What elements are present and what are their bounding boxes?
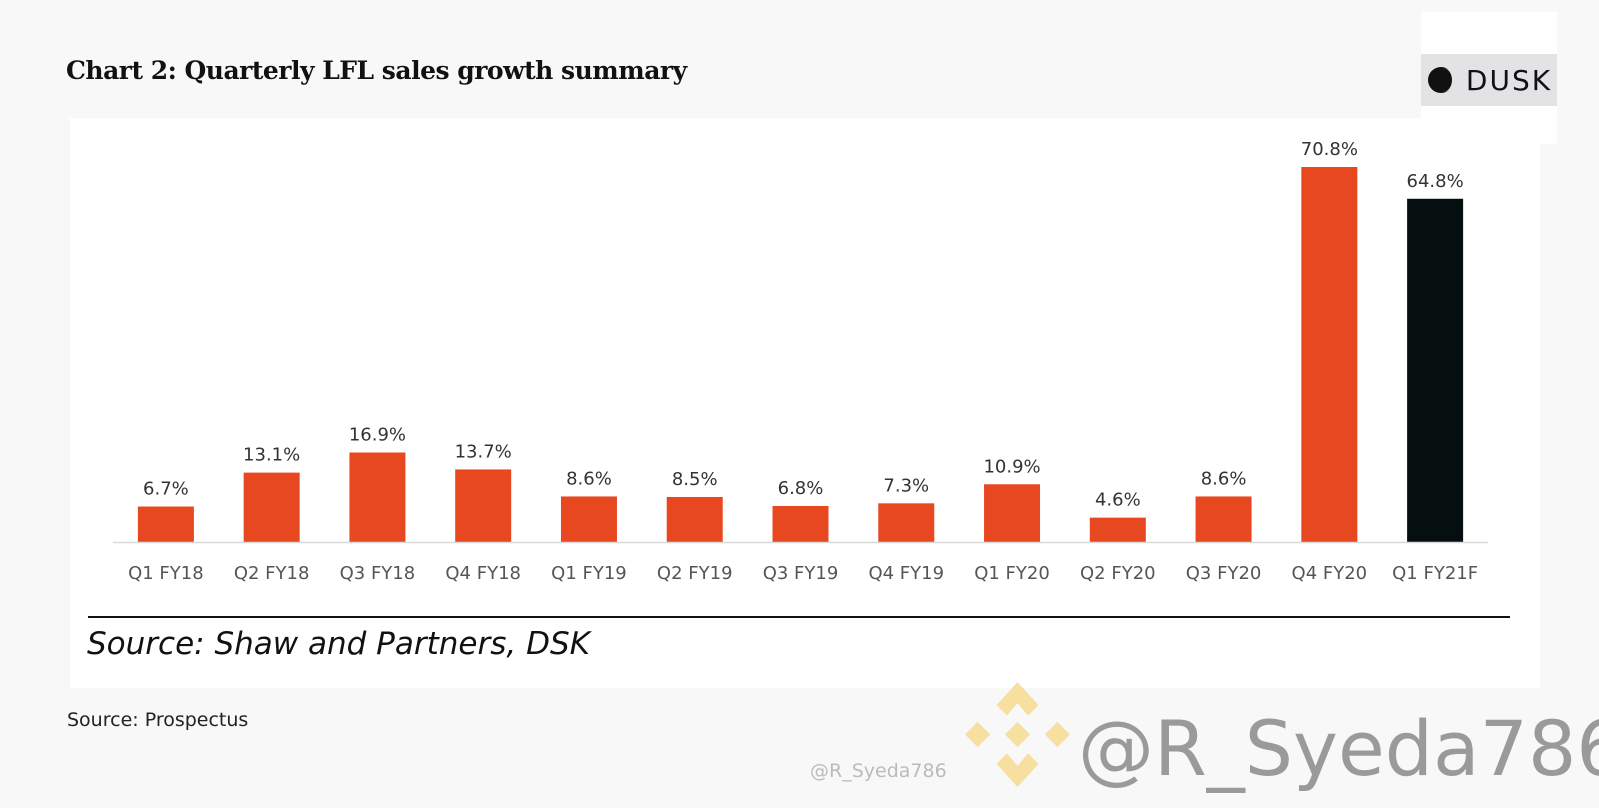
x-tick-label: Q2 FY18	[234, 563, 310, 584]
x-tick-label: Q1 FY20	[974, 563, 1050, 584]
data-label: 16.9%	[349, 424, 406, 445]
bar	[1301, 167, 1358, 542]
data-label: 6.7%	[143, 479, 189, 500]
x-tick-label: Q2 FY19	[657, 563, 733, 584]
x-tick-label: Q1 FY21F	[1392, 563, 1478, 584]
bar	[878, 503, 935, 542]
caption: Source: Prospectus	[67, 709, 249, 731]
data-label: 70.8%	[1301, 139, 1358, 160]
data-label: 8.6%	[1201, 468, 1247, 489]
bar	[984, 484, 1041, 542]
data-label: 6.8%	[778, 478, 824, 499]
chart-title: Chart 2: Quarterly LFL sales growth summ…	[66, 56, 687, 85]
watermark: @R_Syeda786	[1078, 704, 1599, 793]
x-tick-label: Q3 FY20	[1186, 563, 1262, 584]
bar	[1195, 496, 1252, 542]
x-tick-label: Q4 FY19	[868, 563, 944, 584]
watermark-small: @R_Syeda786	[810, 760, 947, 782]
x-tick-label: Q4 FY20	[1292, 563, 1368, 584]
chart-source: Source: Shaw and Partners, DSK	[87, 626, 590, 662]
bar	[1407, 198, 1464, 542]
data-label: 13.1%	[243, 445, 300, 466]
dusk-logo: DUSK	[1421, 54, 1557, 106]
half-moon-icon	[1427, 67, 1455, 93]
logo-text: DUSK	[1465, 63, 1553, 97]
x-tick-label: Q1 FY18	[128, 563, 204, 584]
x-tick-label: Q3 FY18	[340, 563, 416, 584]
data-label: 7.3%	[883, 475, 929, 496]
bar	[772, 505, 829, 542]
bar	[137, 506, 194, 542]
x-tick-label: Q3 FY19	[763, 563, 839, 584]
x-tick-label: Q2 FY20	[1080, 563, 1156, 584]
binance-diamond-icon	[965, 682, 1070, 787]
bar	[349, 452, 406, 542]
data-label: 8.5%	[672, 469, 718, 490]
x-tick-label: Q1 FY19	[551, 563, 627, 584]
chart-panel	[70, 118, 1540, 688]
data-label: 13.7%	[455, 441, 512, 462]
data-label: 4.6%	[1095, 490, 1141, 511]
bar	[243, 472, 300, 542]
bar	[560, 496, 617, 542]
bar	[666, 496, 723, 542]
bar	[455, 469, 512, 542]
data-label: 64.8%	[1407, 171, 1464, 192]
bar	[1089, 517, 1146, 542]
data-label: 10.9%	[983, 456, 1040, 477]
data-label: 8.6%	[566, 468, 612, 489]
x-tick-label: Q4 FY18	[445, 563, 521, 584]
